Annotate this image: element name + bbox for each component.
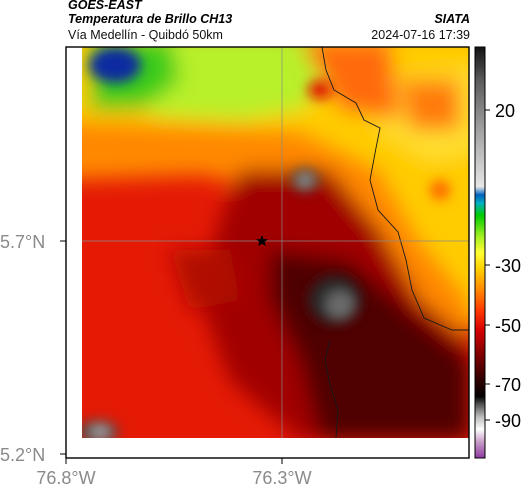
satellite-title: GOES-EAST — [68, 0, 142, 12]
organization-label: SIATA — [434, 12, 470, 26]
product-title: Temperatura de Brillo CH13 — [68, 12, 233, 26]
colorbar: 20 -30 -50 -70 -90 — [474, 46, 521, 459]
colorbar-scale — [474, 46, 486, 459]
colorbar-label: 20 — [495, 101, 515, 121]
lon-tick-label: 76.8°W — [36, 468, 95, 488]
lon-tick-label: 76.3°W — [252, 468, 311, 488]
department-border-south — [324, 339, 339, 438]
colorbar-label: -50 — [495, 316, 521, 336]
lat-tick-label: 5.7°N — [0, 232, 45, 252]
colorbar-label: -30 — [495, 256, 521, 276]
datetime-label: 2024-07-16 17:39 — [371, 28, 470, 42]
area-label: Vía Medellín - Quibdó 50km — [68, 28, 223, 42]
star-marker — [256, 235, 268, 247]
colorbar-label: -90 — [495, 411, 521, 431]
lat-tick-label: 5.2°N — [0, 445, 45, 465]
colorbar-label: -70 — [495, 375, 521, 395]
map-imagery — [82, 47, 469, 438]
department-border — [321, 47, 469, 331]
map-frame — [65, 46, 470, 459]
